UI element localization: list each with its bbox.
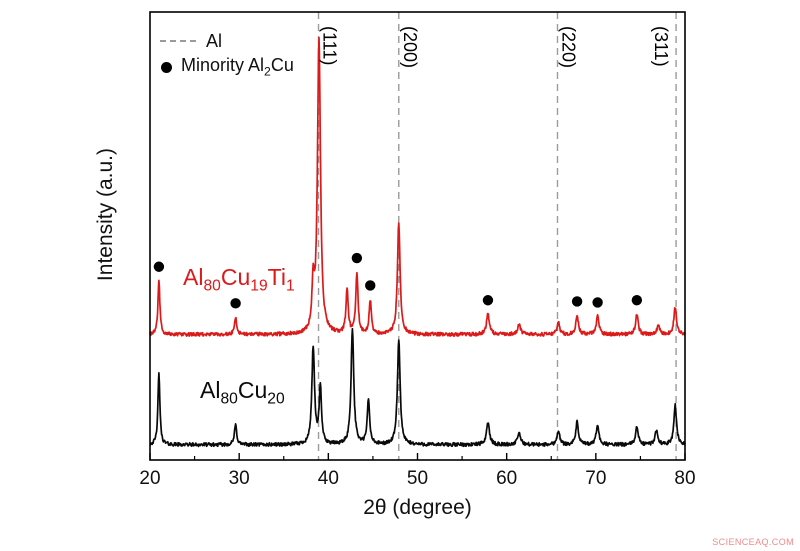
x-axis-label: 2θ (degree) xyxy=(363,496,472,519)
svg-text:20: 20 xyxy=(139,468,160,489)
legend-row-al: Al xyxy=(160,28,294,54)
legend: Al Minority Al2Cu xyxy=(160,28,294,80)
svg-text:(311): (311) xyxy=(651,26,671,67)
al-legend-label: Al xyxy=(206,30,223,51)
svg-text:60: 60 xyxy=(496,468,517,489)
y-axis-label: Intensity (a.u.) xyxy=(94,148,117,282)
svg-text:70: 70 xyxy=(585,468,606,489)
svg-text:(111): (111) xyxy=(320,26,340,65)
svg-text:(200): (200) xyxy=(400,26,420,68)
svg-text:40: 40 xyxy=(318,468,339,489)
svg-text:(220): (220) xyxy=(558,26,578,68)
watermark: SCIENCEAQ.COM xyxy=(712,537,794,547)
trace-label-al80cu20: Al80Cu20 xyxy=(200,377,285,408)
svg-text:50: 50 xyxy=(407,468,428,489)
svg-text:30: 30 xyxy=(229,468,250,489)
legend-row-minority: Minority Al2Cu xyxy=(160,54,294,80)
minority-legend-label: Minority Al2Cu xyxy=(181,55,294,79)
filled-circle-marker-icon xyxy=(161,61,172,73)
al-dashed-line-icon xyxy=(160,40,196,42)
trace-label-al80cu19ti1: Al80Cu19Ti1 xyxy=(183,264,295,295)
svg-text:80: 80 xyxy=(674,468,695,489)
